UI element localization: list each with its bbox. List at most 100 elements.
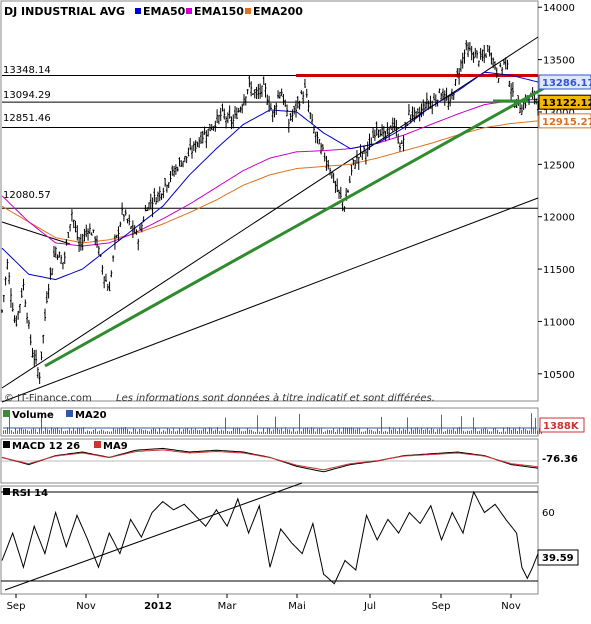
volume-bar	[89, 431, 90, 434]
volume-bar	[329, 430, 330, 434]
volume-bar	[17, 430, 18, 434]
volume-bar	[423, 429, 424, 434]
volume-bar	[427, 428, 428, 434]
volume-bar	[357, 428, 358, 434]
volume-bar	[429, 430, 430, 434]
volume-bar	[283, 431, 284, 434]
volume-bar	[179, 428, 180, 434]
rsi-panel	[0, 485, 539, 595]
volume-bar	[267, 427, 268, 434]
volume-bar	[235, 428, 236, 434]
volume-bar	[229, 431, 230, 434]
volume-bar	[149, 431, 150, 434]
volume-bar	[171, 430, 172, 434]
volume-bar	[531, 413, 532, 434]
volume-bar	[139, 428, 140, 434]
volume-bar	[161, 431, 162, 434]
volume-bar	[519, 427, 520, 434]
volume-bar	[347, 427, 348, 434]
volume-bar	[279, 429, 280, 434]
volume-bar	[529, 430, 530, 434]
volume-bar	[415, 428, 416, 434]
volume-bar	[225, 417, 226, 434]
volume-bar	[361, 431, 362, 434]
volume-bar	[55, 427, 56, 434]
volume-bar	[105, 431, 106, 434]
volume-bar	[131, 431, 132, 434]
volume-bar	[205, 428, 206, 434]
volume-bar	[169, 428, 170, 434]
volume-bar	[61, 428, 62, 434]
volume-bar	[477, 431, 478, 434]
volume-bar	[41, 413, 42, 434]
volume-bar	[419, 429, 420, 434]
price-tag-box	[538, 94, 591, 110]
volume-bar	[125, 427, 126, 434]
volume-bar	[219, 431, 220, 434]
volume-bar	[503, 427, 504, 434]
volume-bar	[93, 429, 94, 434]
volume-bar	[165, 431, 166, 434]
volume-bar	[123, 427, 124, 434]
volume-bar	[141, 429, 142, 434]
volume-bar	[341, 431, 342, 434]
volume-bar	[83, 427, 84, 434]
volume-bar	[453, 427, 454, 434]
x-tick-label: Jul	[363, 601, 376, 612]
volume-bar	[537, 430, 538, 434]
volume-bar	[481, 429, 482, 434]
volume-bar	[311, 427, 312, 434]
volume-bar	[233, 427, 234, 434]
volume-bar	[389, 427, 390, 434]
volume-bar	[373, 431, 374, 434]
volume-bar	[277, 428, 278, 434]
disclaimer-text: Les informations sont données à titre in…	[116, 392, 435, 404]
volume-bar	[273, 429, 274, 434]
volume-bar	[299, 413, 300, 434]
volume-bar	[231, 430, 232, 434]
volume-bar	[111, 431, 112, 434]
volume-bar	[509, 427, 510, 434]
volume-bar	[197, 430, 198, 434]
x-tick-label: Mai	[288, 601, 306, 612]
volume-bar	[471, 430, 472, 434]
volume-bar	[303, 428, 304, 434]
volume-bar	[57, 427, 58, 434]
volume-bar	[317, 428, 318, 434]
volume-value: 1388K	[543, 421, 580, 432]
volume-bar	[69, 427, 70, 434]
volume-bar	[249, 429, 250, 434]
volume-bar	[67, 430, 68, 434]
volume-bar	[533, 428, 534, 434]
legend-ema150: EMA150	[194, 5, 244, 18]
volume-bar	[43, 430, 44, 434]
volume-bar	[513, 427, 514, 434]
volume-bar	[241, 431, 242, 434]
level-label-13094: 13094.29	[3, 90, 51, 101]
volume-bar	[297, 430, 298, 434]
macd-label: MACD 12 26	[12, 441, 80, 452]
volume-bar	[185, 428, 186, 434]
volume-bar	[201, 430, 202, 434]
rsi-swatch	[3, 488, 10, 495]
y-tick-label: 11000	[543, 317, 575, 328]
volume-bar	[497, 429, 498, 434]
volume-bar	[211, 427, 212, 434]
volume-bar	[63, 431, 64, 434]
volume-bar	[405, 429, 406, 434]
volume-bar	[409, 431, 410, 434]
volume-bar	[99, 430, 100, 434]
rsi-value: 39.59	[542, 553, 574, 564]
volume-bar	[475, 427, 476, 434]
volume-bar	[433, 429, 434, 434]
volume-bar	[27, 430, 28, 434]
ema50-swatch	[135, 8, 141, 14]
volume-bar	[445, 430, 446, 434]
volume-bar	[345, 428, 346, 434]
volume-bar	[371, 429, 372, 434]
volume-bar	[363, 431, 364, 434]
volume-bar	[443, 431, 444, 434]
volume-bar	[483, 428, 484, 434]
volume-bar	[365, 430, 366, 434]
volume-value-box	[539, 417, 585, 433]
